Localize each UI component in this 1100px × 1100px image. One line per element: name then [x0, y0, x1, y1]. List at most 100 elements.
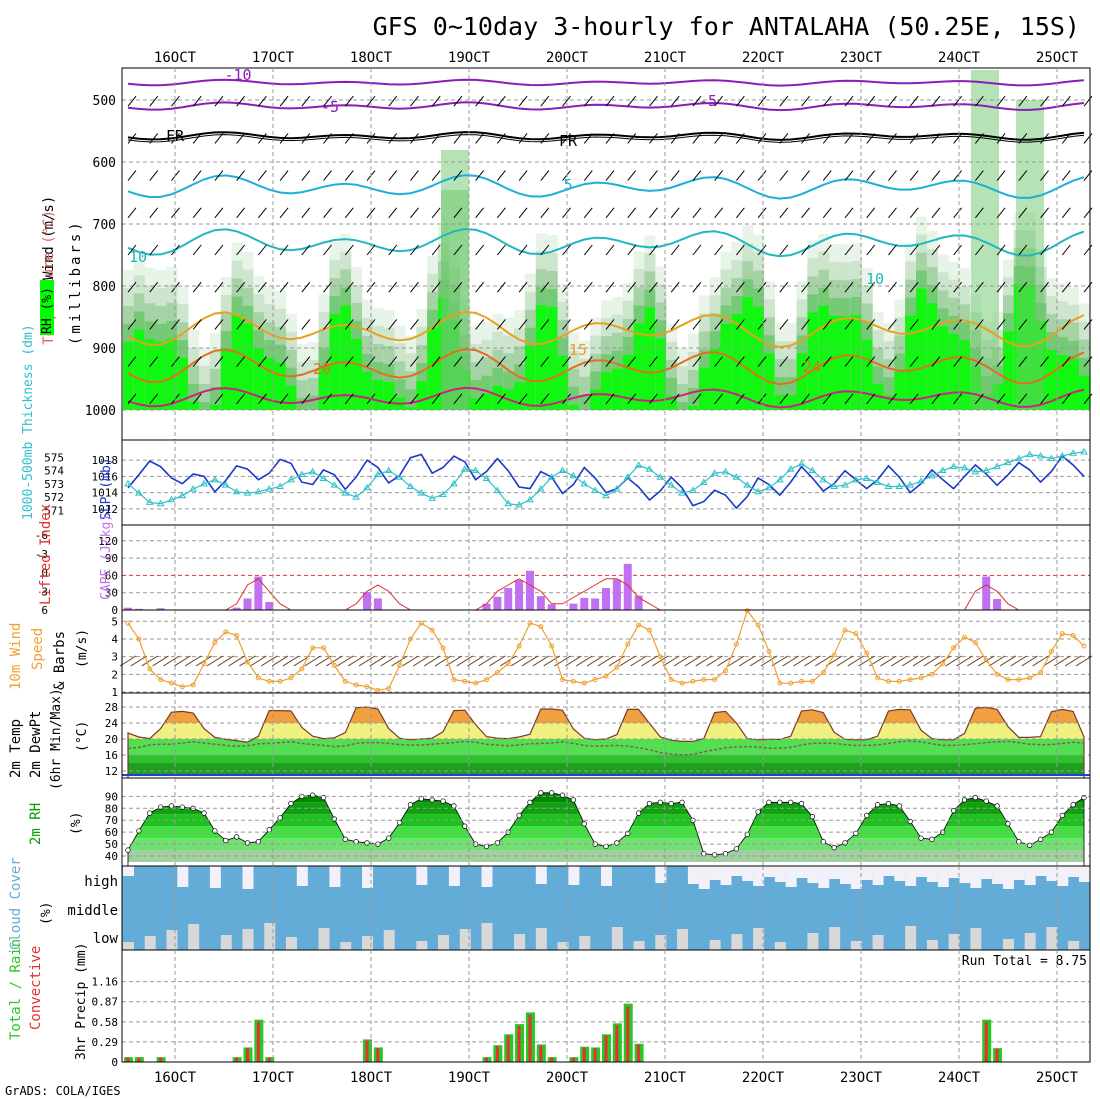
- wind-speed-point: [255, 675, 261, 681]
- cloud-low-gap: [535, 928, 547, 950]
- rh-shade-cell: [677, 384, 689, 410]
- li-label: Lifted Index: [38, 504, 54, 605]
- wind-barb: [757, 319, 767, 330]
- surface-wind-barb: [380, 655, 397, 667]
- cloud-low-gap: [220, 935, 232, 950]
- wind-barb: [866, 356, 876, 367]
- wind-barb: [475, 207, 485, 219]
- temp-label-2: 2m DewPt: [28, 711, 44, 778]
- wind-barb: [149, 133, 159, 144]
- precip-convective-bar: [159, 1057, 163, 1062]
- wind-speed-point: [494, 670, 500, 676]
- wind-barb: [562, 207, 571, 219]
- rh-shade-cell: [666, 377, 678, 410]
- wind-barb: [236, 207, 246, 219]
- thickness-point: [417, 489, 426, 496]
- rh-point: [386, 835, 392, 841]
- wind-barb: [735, 244, 745, 256]
- wind-barb: [974, 356, 984, 367]
- thickness-point: [1004, 458, 1012, 466]
- wind-tick: 5: [111, 615, 118, 628]
- wind-barb: [953, 319, 963, 330]
- wind-speed-point: [560, 677, 566, 683]
- thickness-point: [1036, 451, 1045, 459]
- wind-barb: [627, 393, 637, 405]
- wind-barb: [149, 281, 159, 293]
- thickness-tick: 571: [44, 504, 64, 517]
- rh-shade-cell: [926, 303, 938, 410]
- surface-wind-barb: [217, 655, 235, 667]
- wind-barb: [431, 319, 441, 330]
- wind-barb: [996, 95, 1006, 107]
- wind-barb: [323, 170, 332, 181]
- wind-barb: [431, 207, 441, 219]
- wind-speed-point: [733, 641, 739, 647]
- temp-tick: 12: [105, 765, 118, 778]
- wind-speed-point: [929, 671, 935, 677]
- wind-barb: [1083, 281, 1093, 293]
- rh-shade-cell: [807, 312, 819, 410]
- rh-shade-cell: [861, 339, 873, 410]
- cloud-high-gap: [1013, 866, 1025, 880]
- wind-barb: [605, 207, 615, 219]
- wind-barb: [214, 356, 224, 367]
- precip-convective-bar: [626, 1006, 630, 1062]
- wind-barb: [974, 244, 984, 256]
- dewpt-line: [127, 740, 1085, 756]
- cloud-high-gap: [568, 866, 580, 885]
- surface-wind-barb: [423, 655, 441, 667]
- precip-convective-bar: [995, 1048, 999, 1062]
- bottom-date-label: 19OCT: [448, 1070, 491, 1086]
- wind-barb: [171, 95, 180, 107]
- wind-speed-point: [277, 678, 283, 684]
- wind-barb: [562, 95, 571, 107]
- surface-wind-barb: [836, 655, 854, 667]
- cape-bar: [612, 579, 621, 610]
- wind-barb: [822, 95, 832, 107]
- wind-barb: [518, 170, 528, 181]
- wind-speed-point: [1005, 677, 1011, 683]
- run-total: Run Total = 8.75: [962, 954, 1087, 969]
- wind-barb: [627, 133, 637, 144]
- wind-barb: [801, 319, 810, 330]
- thickness-point: [406, 482, 415, 489]
- precip-tick: 0.87: [92, 996, 119, 1009]
- cloud-high-gap: [698, 866, 710, 889]
- wind-barb: [649, 207, 658, 219]
- rh-point: [744, 831, 750, 838]
- wind-barb: [171, 319, 180, 330]
- slp-tick: 1012: [92, 503, 119, 516]
- cloud-low-gap: [829, 927, 841, 950]
- surface-wind-barb: [434, 655, 452, 667]
- rh-point: [570, 797, 577, 803]
- wind-barb: [996, 356, 1006, 367]
- wind-barb: [670, 281, 680, 293]
- surface-wind-barb: [771, 655, 789, 667]
- rh-shade-cell: [405, 389, 417, 410]
- cape-bar: [525, 570, 534, 610]
- wind-barb: [583, 356, 593, 367]
- wind-barb: [801, 393, 810, 405]
- wind-barb: [279, 281, 289, 293]
- rh-shade-cell: [698, 367, 710, 410]
- thickness-point: [830, 482, 839, 489]
- wind-barb: [888, 281, 897, 293]
- precip-label-3: 3hr Precip (mm): [74, 943, 89, 1060]
- wind-barb: [931, 244, 941, 256]
- wind-barb: [996, 281, 1006, 293]
- cloud-high-gap: [209, 866, 221, 888]
- cloud-high-gap: [883, 866, 895, 876]
- wind-barb: [866, 133, 876, 144]
- wind-barb: [540, 133, 550, 144]
- wind-barb: [866, 207, 876, 219]
- rh-point: [1059, 812, 1065, 819]
- wind-barb: [540, 244, 550, 256]
- wind-barb: [692, 207, 702, 219]
- li-tick: 6: [41, 604, 48, 617]
- temp-bands: [128, 707, 1084, 775]
- bottom-date-label: 24OCT: [938, 1070, 981, 1086]
- wind-barb: [714, 170, 724, 181]
- rh-tick: 70: [105, 814, 118, 827]
- rh-point: [657, 799, 663, 805]
- wind-barb: [735, 356, 745, 367]
